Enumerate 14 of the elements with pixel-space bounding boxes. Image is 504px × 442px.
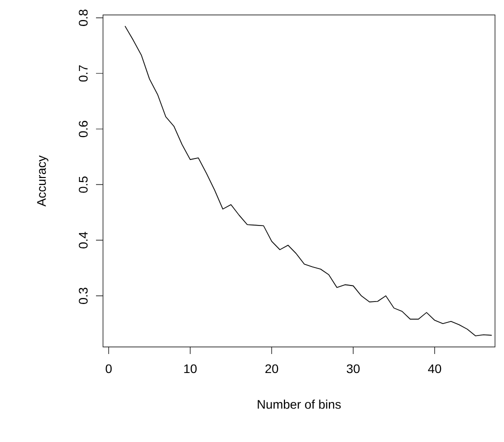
- y-tick-label: 0.4: [78, 232, 88, 248]
- line-series: [124, 26, 492, 336]
- y-axis-title: Accuracy: [37, 155, 48, 207]
- x-tick-label: 0: [106, 364, 112, 374]
- y-tick-label: 0.5: [78, 176, 88, 193]
- y-tick-label: 0.8: [78, 10, 88, 26]
- x-tick-label: 20: [265, 364, 278, 374]
- x-axis-title: Number of bins: [258, 400, 341, 409]
- x-tick-label: 10: [184, 364, 197, 374]
- y-tick-label: 0.7: [78, 65, 88, 82]
- x-tick-label: 30: [346, 364, 360, 374]
- y-tick-label: 0.6: [78, 120, 88, 138]
- y-tick-label: 0.3: [78, 288, 88, 304]
- x-tick-label: 40: [428, 364, 442, 374]
